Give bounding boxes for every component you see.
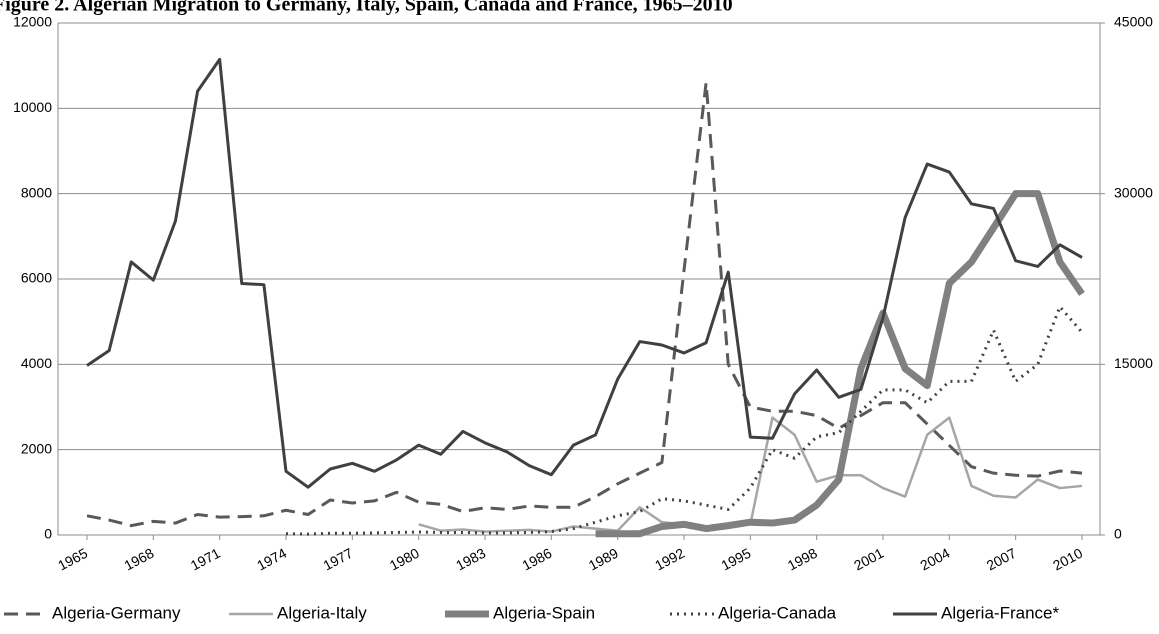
y-tick-label: 10000 xyxy=(13,99,52,115)
x-tick-label: 1992 xyxy=(652,545,687,574)
legend-label: Algeria-Germany xyxy=(52,603,181,622)
series-line xyxy=(86,81,1083,528)
x-tick-label: 1998 xyxy=(785,545,820,574)
x-tick-label: 1965 xyxy=(55,545,90,574)
x-tick-label: 1980 xyxy=(387,545,422,574)
x-tick-label: 2010 xyxy=(1050,545,1085,574)
y2-tick-label: 15000 xyxy=(1114,355,1153,371)
x-tick-label: 1971 xyxy=(188,545,223,574)
legend-label: Algeria-France* xyxy=(941,603,1059,622)
y2-tick-label: 45000 xyxy=(1114,14,1153,30)
legend-label: Algeria-Italy xyxy=(277,603,367,622)
x-tick-label: 2001 xyxy=(851,545,886,574)
y-tick-label: 12000 xyxy=(13,14,52,30)
y2-tick-label: 30000 xyxy=(1114,184,1153,200)
y-tick-label: 4000 xyxy=(21,355,52,371)
x-tick-label: 2007 xyxy=(984,545,1019,574)
x-tick-label: 1968 xyxy=(121,545,156,574)
series-line xyxy=(86,57,1083,489)
x-tick-label: 1974 xyxy=(254,545,289,574)
x-tick-label: 1977 xyxy=(320,545,355,574)
legend-label: Algeria-Spain xyxy=(493,603,595,622)
chart-title: Figure 2. Algerian Migration to Germany,… xyxy=(0,0,733,16)
x-tick-label: 1989 xyxy=(586,545,621,574)
y-tick-label: 0 xyxy=(44,526,52,542)
x-tick-label: 1986 xyxy=(519,545,554,574)
y-tick-label: 2000 xyxy=(21,440,52,456)
y-tick-label: 6000 xyxy=(21,270,52,286)
y-tick-label: 8000 xyxy=(21,184,52,200)
x-tick-label: 1995 xyxy=(718,545,753,574)
legend-label: Algeria-Canada xyxy=(718,603,837,622)
y2-tick-label: 0 xyxy=(1114,526,1122,542)
series-line xyxy=(595,190,1085,538)
series-line xyxy=(285,305,1084,536)
x-tick-label: 1983 xyxy=(453,545,488,574)
x-tick-label: 2004 xyxy=(917,545,952,574)
